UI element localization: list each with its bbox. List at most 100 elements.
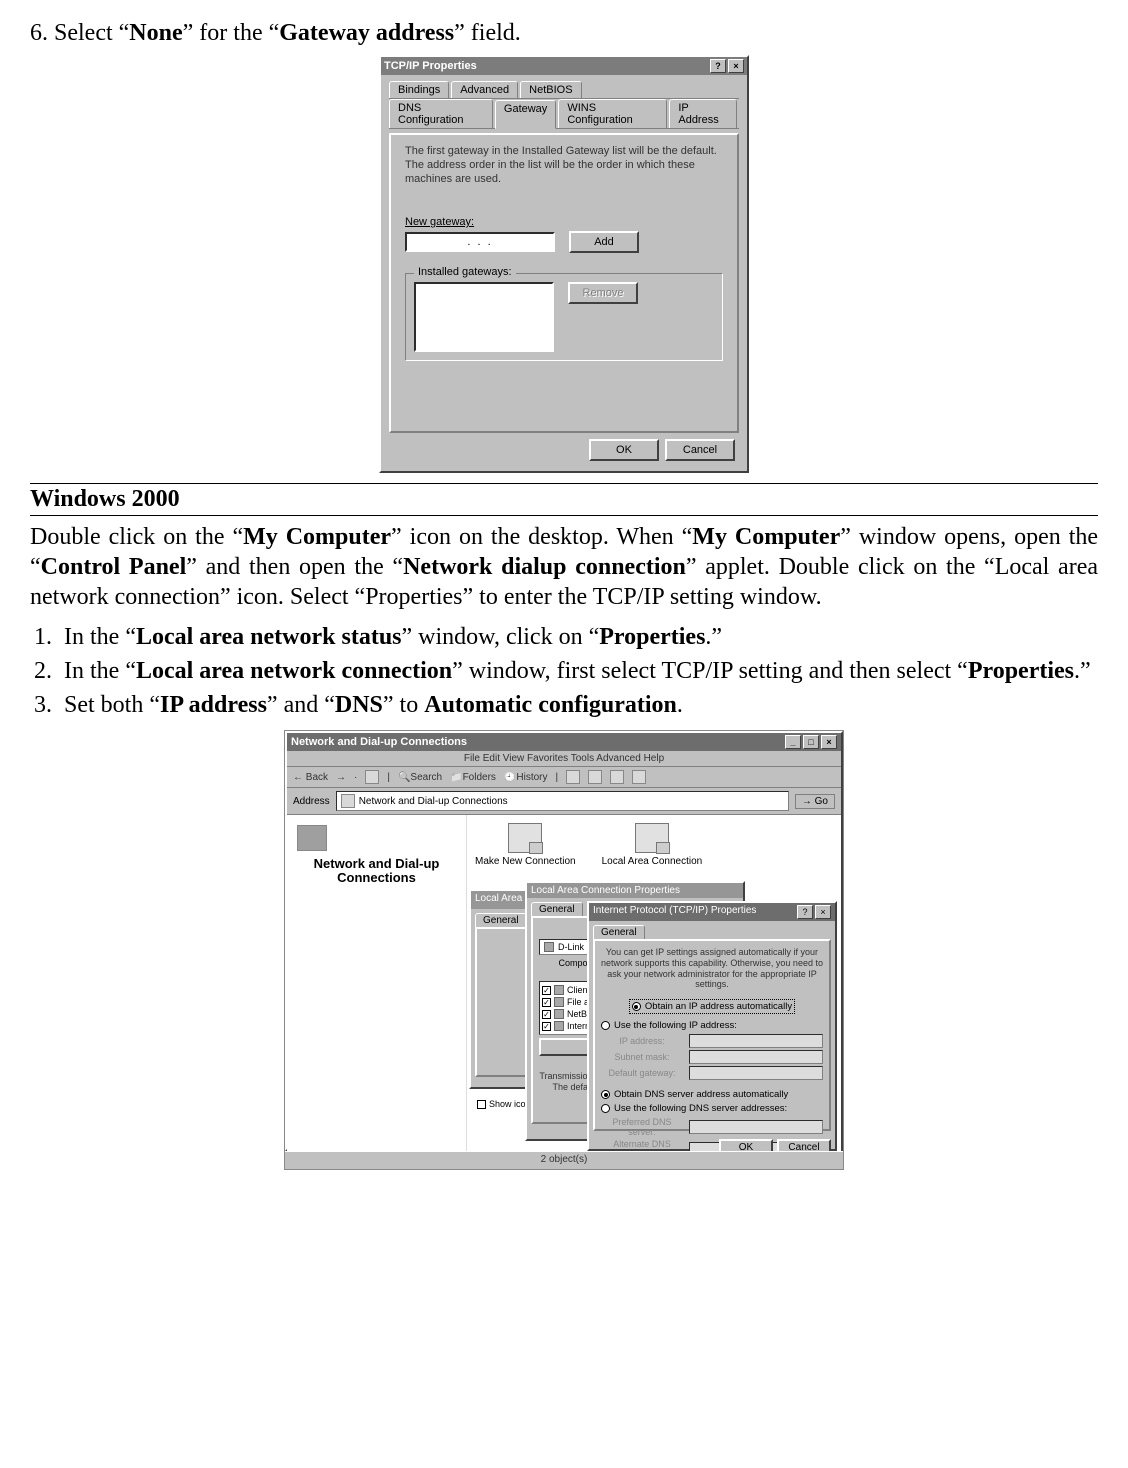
mask-input[interactable] (689, 1050, 823, 1064)
component-icon (554, 997, 564, 1007)
cb[interactable]: ✓ (542, 1022, 551, 1031)
subnet-mask-field: Subnet mask: (601, 1050, 823, 1064)
component-icon (554, 985, 564, 995)
close-icon[interactable]: × (815, 905, 831, 919)
t: ” and then open the “ (186, 554, 403, 580)
installed-gateways-list[interactable] (414, 282, 554, 352)
close-button[interactable]: × (821, 735, 837, 749)
radio-use-dns[interactable]: Use the following DNS server addresses: (601, 1103, 823, 1114)
installed-gateways-label: Installed gateways: (414, 266, 516, 278)
ip-hint: You can get IP settings assigned automat… (601, 947, 823, 990)
ip-dots: . . . (467, 236, 492, 248)
local-area-connection-icon[interactable]: Local Area Connection (602, 823, 703, 867)
forward-button[interactable]: → (336, 772, 346, 783)
dialog-button-bar: OK Cancel (389, 433, 739, 463)
tab-ip-address[interactable]: IP Address (669, 99, 737, 128)
l: Subnet mask: (601, 1052, 683, 1062)
main-titlebar: Network and Dial-up Connections _ □ × (287, 733, 841, 751)
search-button[interactable]: 🔍Search (398, 772, 442, 783)
network-dialup-bold: Network dialup connection (403, 554, 686, 580)
icon-label: Local Area Connection (602, 856, 703, 867)
radio-obtain-ip-auto[interactable]: Obtain an IP address automatically (629, 999, 795, 1014)
dns1-input[interactable] (689, 1120, 823, 1134)
t: ” for the “ (183, 20, 280, 46)
tab-advanced[interactable]: Advanced (451, 81, 518, 98)
t: ” field. (454, 20, 521, 46)
tcpip-properties-figure: TCP/IP Properties ? × Bindings Advanced … (30, 55, 1098, 473)
ip-tab-general[interactable]: General (593, 925, 645, 939)
props-title: Local Area Connection Properties (531, 885, 680, 896)
radio-obtain-dns-auto[interactable]: Obtain DNS server address automatically (601, 1089, 823, 1100)
t: In the “ (64, 624, 136, 650)
gateway-tab-pane: The first gateway in the Installed Gatew… (389, 133, 739, 433)
tb-icon[interactable] (566, 770, 580, 784)
l: IP address: (601, 1036, 683, 1046)
go-button[interactable]: → Go (795, 794, 835, 809)
new-gateway-input[interactable]: . . . (405, 232, 555, 252)
add-button[interactable]: Add (569, 231, 639, 253)
ip-address-field: IP address: (601, 1034, 823, 1048)
connection-icon (635, 823, 669, 853)
properties-bold-2: Properties (968, 658, 1074, 684)
address-input[interactable]: Network and Dial-up Connections (336, 791, 789, 811)
my-computer-bold-2: My Computer (692, 524, 840, 550)
t: Folders (463, 772, 496, 783)
up-icon[interactable] (365, 770, 379, 784)
ip-input[interactable] (689, 1034, 823, 1048)
close-button[interactable]: × (728, 59, 744, 73)
properties-bold: Properties (599, 624, 705, 650)
menu-bar[interactable]: File Edit View Favorites Tools Advanced … (287, 751, 841, 767)
t: History (516, 772, 547, 783)
t: Select “ (54, 20, 129, 46)
win2000-steps: In the “Local area network status” windo… (30, 622, 1098, 720)
tab-wins-config[interactable]: WINS Configuration (558, 99, 667, 128)
dialog-title: TCP/IP Properties (384, 60, 477, 72)
tabs-row-top: Bindings Advanced NetBIOS (389, 81, 739, 99)
address-value: Network and Dial-up Connections (359, 796, 508, 807)
tab-netbios[interactable]: NetBIOS (520, 81, 581, 98)
gateway-hint-text: The first gateway in the Installed Gatew… (405, 145, 723, 186)
tab-bindings[interactable]: Bindings (389, 81, 449, 98)
help-button[interactable]: ? (710, 59, 726, 73)
ok-button[interactable]: OK (589, 439, 659, 461)
tab-dns-config[interactable]: DNS Configuration (389, 99, 493, 128)
step-6: 6. Select “None” for the “Gateway addres… (30, 20, 1098, 47)
maximize-button[interactable]: □ (803, 735, 819, 749)
history-button[interactable]: 🕘History (504, 772, 548, 783)
l: Preferred DNS server: (601, 1117, 683, 1137)
address-label: Address (293, 796, 330, 807)
back-button[interactable]: ← Back (293, 772, 328, 783)
lan-status-bold: Local area network status (136, 624, 402, 650)
folders-button[interactable]: 📁Folders (450, 772, 496, 783)
cb[interactable]: ✓ (542, 986, 551, 995)
section-divider-bottom (30, 515, 1098, 516)
t: .” (1074, 658, 1091, 684)
gateway-address-bold: Gateway address (279, 20, 454, 46)
cancel-button[interactable]: Cancel (665, 439, 735, 461)
cb[interactable]: ✓ (542, 998, 551, 1007)
none-bold: None (129, 20, 182, 46)
ip-title: Internet Protocol (TCP/IP) Properties (593, 905, 756, 919)
left-info-pane: Network and Dial-up Connections (287, 815, 467, 1157)
status-tab-general[interactable]: General (475, 913, 527, 927)
make-new-connection-icon[interactable]: Make New Connection (475, 823, 576, 867)
remove-button[interactable]: Remove (568, 282, 638, 304)
section-title-windows-2000: Windows 2000 (30, 486, 1098, 513)
ip-address-bold: IP address (160, 692, 267, 718)
show-icon-checkbox[interactable] (477, 1100, 486, 1109)
tb-icon[interactable] (610, 770, 624, 784)
cb[interactable]: ✓ (542, 1010, 551, 1019)
gw-input[interactable] (689, 1066, 823, 1080)
minimize-button[interactable]: _ (785, 735, 801, 749)
tb-icon[interactable] (632, 770, 646, 784)
t: . (677, 692, 683, 718)
tb-icon[interactable] (588, 770, 602, 784)
address-bar: Address Network and Dial-up Connections … (287, 788, 841, 815)
help-icon[interactable]: ? (797, 905, 813, 919)
win2000-desktop: Network and Dial-up Connections _ □ × Fi… (284, 730, 844, 1170)
tab-gateway[interactable]: Gateway (495, 100, 556, 129)
radio-use-ip[interactable]: Use the following IP address: (601, 1020, 823, 1031)
props-tab-general[interactable]: General (531, 902, 583, 916)
l: Use the following DNS server addresses: (614, 1103, 787, 1114)
icon-label: Make New Connection (475, 856, 576, 867)
